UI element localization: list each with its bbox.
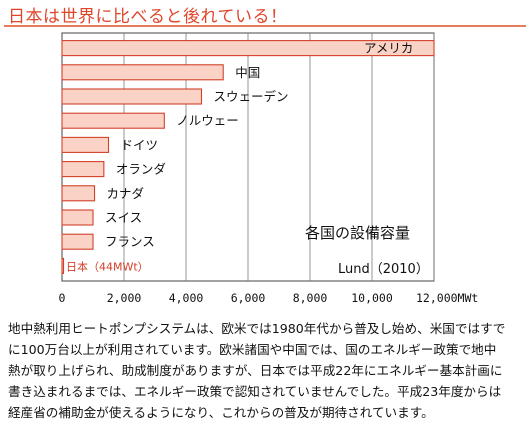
body-line: 地中熱利用ヒートポンプシステムは、欧米では1980年代から普及し始め、米国ではす…	[8, 321, 506, 336]
chart-annotation-title: 各国の設備容量	[305, 224, 410, 242]
bar-label: 中国	[235, 65, 260, 80]
chart-source: Lund（2010）	[338, 262, 429, 277]
x-tick-label: 10,000	[351, 291, 393, 305]
bar-label: 日本（44MWt）	[66, 259, 149, 273]
body-line: 熱が取り上げられ、助成制度がありますが、日本では平成22年にエネルギー基本計画に	[8, 363, 503, 378]
bar	[61, 161, 105, 178]
headline-rule	[4, 25, 526, 27]
bar-label: スイス	[105, 210, 142, 225]
bar-label: アメリカ	[364, 41, 413, 56]
capacity-bar-chart: アメリカ中国スウェーデンノルウェードイツオランダカナダスイスフランス日本（44M…	[59, 32, 478, 305]
x-tick-label: 12,000MWt	[416, 291, 478, 305]
bar	[61, 209, 94, 226]
bar-label: オランダ	[116, 162, 166, 177]
bar-label: ドイツ	[121, 137, 159, 152]
bar	[61, 64, 224, 81]
bar	[61, 136, 110, 153]
x-tick-label: 4,000	[169, 291, 204, 305]
bar	[61, 112, 165, 129]
x-tick-label: 8,000	[293, 291, 328, 305]
bar-label: スウェーデン	[214, 89, 289, 104]
bar	[61, 40, 435, 57]
bar-label: フランス	[105, 234, 155, 249]
bar	[61, 257, 65, 274]
bar-label: ノルウェー	[176, 113, 239, 128]
page-headline: 日本は世界に比べると後れている！	[8, 7, 288, 27]
body-line: 書き込まれるまでは、エネルギー政策で認知されていませんでした。平成23年度からは	[8, 384, 502, 399]
x-tick-label: 2,000	[107, 291, 142, 305]
bar	[61, 88, 203, 105]
x-tick-label: 6,000	[231, 291, 266, 305]
body-line: に100万台以上が利用されています。欧米諸国や中国では、国のエネルギー政策で地中	[8, 342, 497, 357]
bar	[61, 233, 94, 250]
bar-label: カナダ	[107, 186, 145, 201]
x-tick-label: 0	[59, 291, 66, 305]
bar	[61, 185, 96, 202]
body-paragraph: 地中熱利用ヒートポンプシステムは、欧米では1980年代から普及し始め、米国ではす…	[8, 318, 524, 423]
body-line: 経産省の補助金が使えるようになり、これからの普及が期待されています。	[8, 405, 434, 420]
